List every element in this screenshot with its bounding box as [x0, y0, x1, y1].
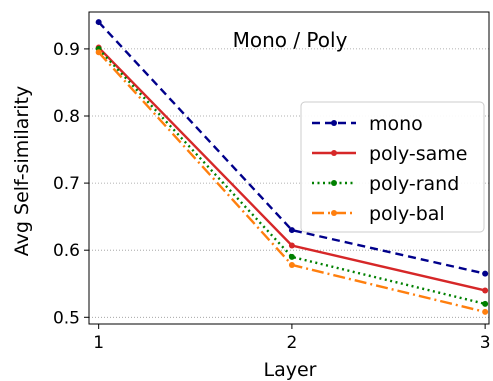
- legend-label: poly-rand: [369, 173, 459, 195]
- data-point: [482, 308, 489, 315]
- data-point: [95, 49, 102, 56]
- data-point: [482, 287, 489, 294]
- data-point: [288, 253, 295, 260]
- legend-marker: [331, 210, 337, 216]
- legend-item: poly-rand: [312, 173, 459, 195]
- y-axis-ticks: 0.5 0.6 0.7 0.8 0.9: [53, 40, 89, 328]
- series-mono: [95, 19, 489, 277]
- data-point: [288, 261, 295, 268]
- data-point: [482, 300, 489, 307]
- legend-label: poly-bal: [369, 203, 445, 225]
- data-point: [95, 19, 102, 26]
- series-line: [97, 48, 486, 306]
- y-tick-label: 0.6: [53, 241, 80, 261]
- y-tick-label: 0.5: [53, 308, 80, 328]
- series-lines: [95, 19, 489, 315]
- data-point: [482, 270, 489, 277]
- series-poly-rand: [95, 45, 489, 307]
- x-tick-label: 2: [286, 333, 297, 353]
- y-axis-label: Avg Self-similarity: [11, 86, 33, 256]
- data-point: [288, 227, 295, 234]
- y-tick-label: 0.8: [53, 107, 80, 127]
- x-tick-label: 3: [480, 333, 491, 353]
- x-axis-label: Layer: [264, 359, 317, 381]
- data-point: [288, 242, 295, 249]
- legend-item: poly-bal: [312, 203, 445, 225]
- chart-title: Mono / Poly: [233, 28, 348, 52]
- x-axis-ticks: 1 2 3: [93, 324, 491, 353]
- plot-frame: [88, 11, 490, 325]
- legend: mono poly-same poly-rand poly-bal: [300, 101, 485, 233]
- x-tick-label: 1: [93, 333, 104, 353]
- legend-item: poly-same: [312, 143, 467, 165]
- legend-label: poly-same: [369, 143, 467, 165]
- y-tick-label: 0.9: [53, 40, 80, 60]
- series-line: [97, 21, 486, 275]
- legend-box: [300, 101, 485, 233]
- series-poly-bal: [95, 49, 489, 315]
- legend-marker: [331, 150, 337, 156]
- y-tick-label: 0.7: [53, 174, 80, 194]
- legend-label: mono: [369, 113, 423, 135]
- legend-marker: [331, 180, 337, 186]
- legend-item: mono: [312, 113, 423, 135]
- legend-marker: [331, 120, 337, 126]
